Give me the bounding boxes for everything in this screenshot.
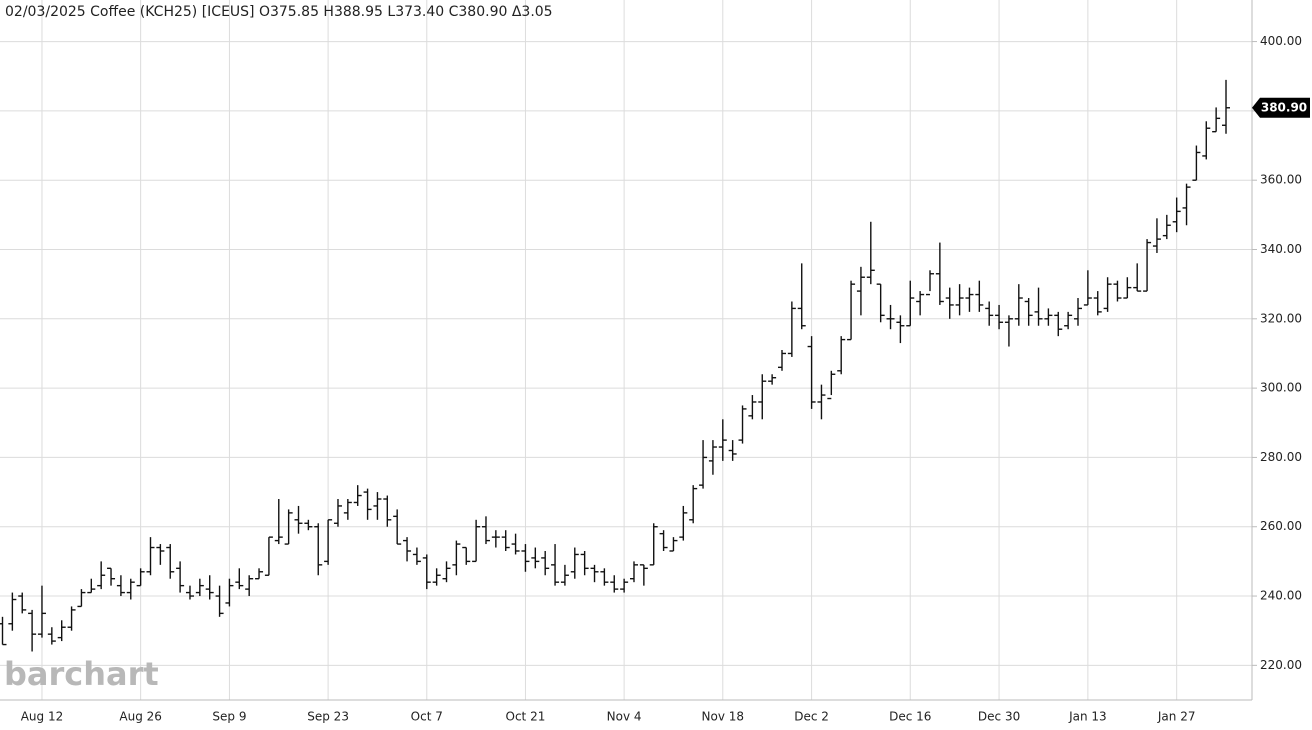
y-tick-label: 240.00 (1260, 589, 1302, 603)
y-tick-label: 340.00 (1260, 242, 1302, 256)
x-tick-label: Sep 23 (307, 710, 349, 724)
y-tick-label: 400.00 (1260, 34, 1302, 48)
x-tick-label: Oct 21 (506, 710, 546, 724)
x-tick-label: Jan 27 (1157, 710, 1196, 724)
x-tick-label: Sep 9 (212, 710, 246, 724)
last-price-label: 380.90 (1261, 100, 1307, 114)
x-tick-label: Aug 26 (119, 710, 162, 724)
y-tick-label: 360.00 (1260, 173, 1302, 187)
x-tick-label: Oct 7 (411, 710, 443, 724)
chart-title: 02/03/2025 Coffee (KCH25) [ICEUS] O375.8… (5, 4, 553, 20)
x-tick-label: Dec 2 (794, 710, 829, 724)
x-tick-label: Aug 12 (21, 710, 64, 724)
x-tick-label: Nov 4 (607, 710, 642, 724)
y-tick-label: 320.00 (1260, 311, 1302, 325)
last-price-tag (1252, 97, 1310, 118)
watermark: barchart (4, 655, 159, 693)
x-tick-label: Dec 30 (978, 710, 1020, 724)
y-tick-label: 300.00 (1260, 381, 1302, 395)
x-tick-label: Nov 18 (702, 710, 745, 724)
y-tick-label: 220.00 (1260, 658, 1302, 672)
y-tick-label: 280.00 (1260, 450, 1302, 464)
x-tick-label: Jan 13 (1068, 710, 1107, 724)
y-tick-label: 260.00 (1260, 519, 1302, 533)
x-tick-label: Dec 16 (889, 710, 931, 724)
